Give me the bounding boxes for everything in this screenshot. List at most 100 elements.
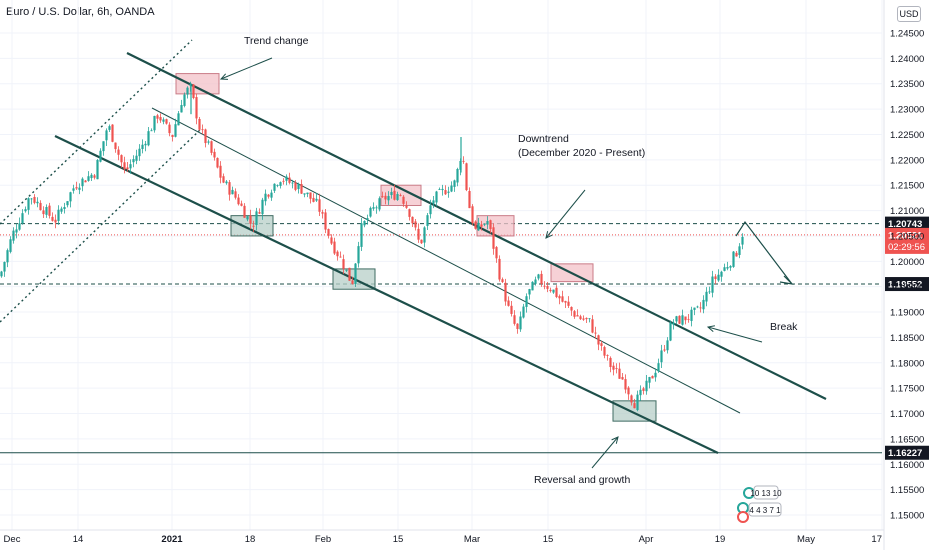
y-tick-label: 1.15500 — [890, 485, 924, 496]
candle-body — [615, 368, 618, 369]
projection-path — [735, 220, 793, 285]
badge-icon — [737, 511, 749, 523]
candle-body — [36, 201, 39, 204]
candle-body — [576, 315, 579, 317]
level-label: 1.19552 — [888, 280, 922, 291]
trend-change-arrow — [220, 57, 273, 80]
candle-body — [336, 251, 339, 257]
candle-body — [339, 256, 342, 258]
badge-text: 10 13 10 — [750, 489, 782, 498]
candle-body — [129, 164, 132, 169]
candle-body — [474, 221, 477, 229]
candle-body — [294, 182, 297, 190]
x-tick-label: 18 — [245, 534, 256, 545]
candle-body — [144, 143, 147, 146]
candle-body — [351, 280, 354, 284]
candle-body — [663, 349, 666, 351]
downtrend-arrow — [545, 189, 586, 239]
arrows — [219, 57, 794, 469]
candle-body — [453, 180, 456, 187]
candle-body — [558, 296, 561, 299]
candle-body — [306, 192, 309, 195]
candle-body — [51, 216, 54, 221]
x-tick-label: 14 — [73, 534, 84, 545]
candle-body — [477, 222, 480, 231]
y-tick-label: 1.17500 — [890, 384, 924, 395]
candle-body — [405, 205, 408, 208]
y-tick-label: 1.17000 — [890, 409, 924, 420]
y-tick-label: 1.22000 — [890, 155, 924, 166]
candle-body — [639, 389, 642, 396]
candle-body — [528, 289, 531, 295]
candle-body — [657, 363, 660, 372]
candle-body — [177, 113, 180, 126]
candle-body — [600, 343, 603, 346]
candle-body — [540, 273, 543, 284]
candle-body — [270, 192, 273, 198]
candle-body — [678, 315, 681, 324]
candle-body — [417, 228, 420, 240]
reversal-arrow — [591, 436, 619, 469]
candle-body — [711, 276, 714, 293]
x-tick-label: 17 — [871, 534, 882, 545]
y-tick-label: 1.18500 — [890, 333, 924, 344]
candle-body — [141, 144, 144, 149]
candle-body — [669, 322, 672, 341]
candle-body — [255, 211, 258, 225]
downtrend-arrow-head — [545, 231, 553, 239]
channel-line — [54, 135, 719, 454]
candle-body — [726, 267, 729, 269]
candle-body — [39, 202, 42, 211]
candle-body — [57, 209, 60, 221]
candle-body — [330, 237, 333, 244]
candle-body — [555, 287, 558, 298]
candle-body — [33, 196, 36, 203]
y-tick-label: 1.19500 — [890, 282, 924, 293]
candle-body — [231, 189, 234, 195]
annotation-text: (December 2020 - Present) — [518, 147, 645, 159]
candle-body — [120, 155, 123, 163]
y-tick-label: 1.16500 — [890, 434, 924, 445]
candle-body — [522, 306, 525, 318]
candle-body — [234, 191, 237, 198]
candle-body — [24, 209, 27, 212]
projection-arrowhead — [779, 275, 794, 285]
candle-body — [102, 141, 105, 152]
candle-body — [381, 196, 384, 198]
y-tick-label: 1.21000 — [890, 206, 924, 217]
candle-body — [288, 177, 291, 183]
candle-body — [396, 194, 399, 201]
candle-body — [414, 221, 417, 228]
candle-body — [681, 315, 684, 325]
annotation-text: Reversal and growth — [534, 474, 630, 486]
candle-body — [27, 198, 30, 210]
candle-body — [96, 160, 99, 180]
candle-body — [174, 124, 177, 137]
candle-body — [30, 198, 33, 200]
candle-body — [264, 193, 267, 202]
candle-body — [198, 118, 201, 130]
candle-body — [153, 115, 156, 131]
annotation-text: Break — [770, 321, 798, 333]
candle-body — [159, 117, 162, 121]
y-tick-label: 1.20000 — [890, 257, 924, 268]
currency-button[interactable]: USD — [897, 6, 921, 22]
candle-body — [84, 180, 87, 183]
reversal-arrow-head — [611, 436, 619, 444]
break-arrow-head — [706, 325, 715, 332]
candle-body — [462, 160, 465, 162]
level-label: 1.16227 — [888, 448, 922, 459]
candle-body — [534, 279, 537, 284]
candle-body — [660, 350, 663, 363]
candle-body — [246, 216, 249, 220]
candle-body — [618, 368, 621, 379]
candle-body — [69, 192, 72, 202]
candle-body — [387, 196, 390, 201]
candle-body — [162, 119, 165, 122]
candle-body — [183, 94, 186, 106]
candle-body — [492, 227, 495, 249]
candle-body — [99, 150, 102, 162]
candle-body — [519, 316, 522, 330]
